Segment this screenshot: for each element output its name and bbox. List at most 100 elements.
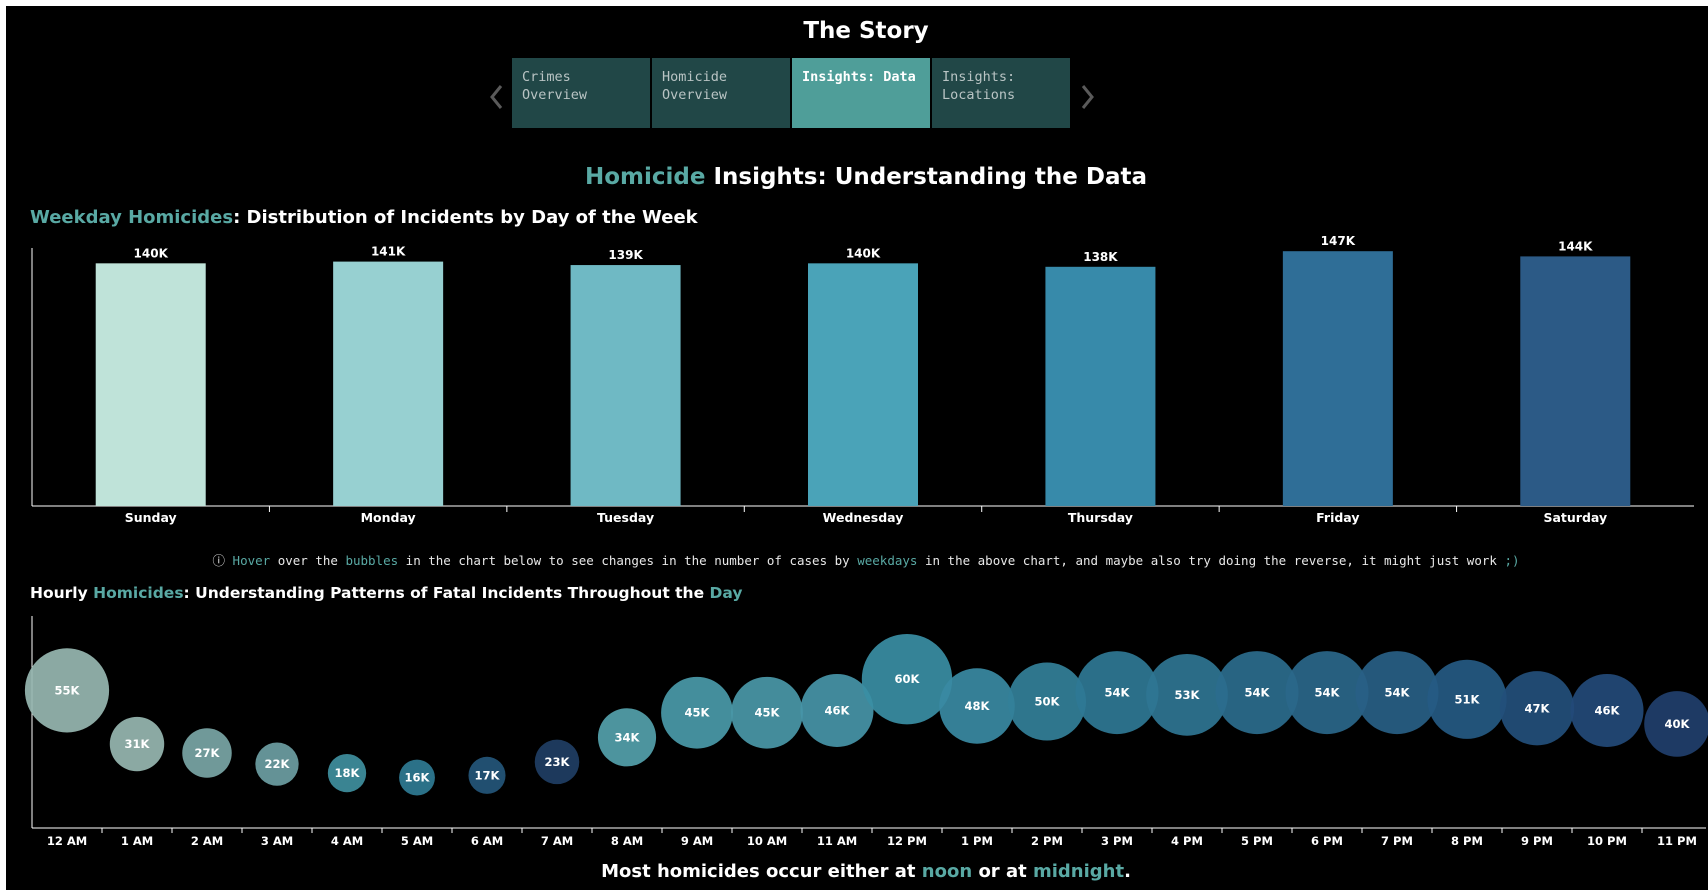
hour-bubble[interactable] <box>1075 651 1159 735</box>
hour-bubble[interactable] <box>661 676 733 749</box>
tab-crimes-overview[interactable]: Crimes Overview <box>512 58 650 128</box>
hour-bubble-label: 46K <box>1595 703 1621 717</box>
footer-insight: Most homicides occur either at noon or a… <box>6 861 1708 882</box>
weekday-tick-label: Tuesday <box>597 510 654 525</box>
hour-tick-label: 8 PM <box>1451 834 1483 848</box>
hour-bubble-label: 60K <box>895 672 921 686</box>
info-icon: ⓘ <box>212 553 226 568</box>
footer-noon: noon <box>921 861 973 882</box>
hour-bubble-label: 54K <box>1245 686 1271 700</box>
weekday-bar-value-label: 140K <box>846 246 881 260</box>
hour-bubble[interactable] <box>399 759 435 796</box>
hour-bubble[interactable] <box>800 673 874 748</box>
hour-tick-label: 4 AM <box>331 834 363 848</box>
hourly-title-2: : Understanding Patterns of Fatal Incide… <box>183 584 710 602</box>
weekday-bar-value-label: 140K <box>134 246 169 260</box>
hour-tick-label: 9 AM <box>681 834 713 848</box>
hour-tick-label: 3 PM <box>1101 834 1133 848</box>
hour-bubble[interactable] <box>534 739 580 785</box>
tab-insights-data[interactable]: Insights: Data <box>792 58 930 128</box>
hour-tick-label: 12 AM <box>47 834 87 848</box>
hour-bubble[interactable] <box>1499 671 1575 746</box>
hour-bubble-label: 22K <box>265 757 291 771</box>
page-title-accent: Homicide <box>584 164 706 190</box>
hour-bubble[interactable] <box>1285 651 1369 735</box>
hint-text-2: in the chart below to see changes in the… <box>398 553 858 568</box>
hour-bubble[interactable] <box>255 742 299 786</box>
weekday-title-accent: Weekday Homicides <box>30 207 234 228</box>
hour-bubble[interactable] <box>1644 691 1708 757</box>
hour-bubble-label: 51K <box>1455 692 1481 706</box>
weekday-bar[interactable] <box>1520 256 1631 506</box>
page-title-rest: Insights: Understanding the Data <box>705 164 1148 190</box>
weekday-bar-value-label: 147K <box>1321 234 1356 248</box>
hour-tick-label: 5 AM <box>401 834 433 848</box>
weekday-bar[interactable] <box>1282 251 1393 506</box>
hour-bubble-label: 50K <box>1035 695 1061 709</box>
next-arrow-icon[interactable] <box>1077 82 1097 112</box>
hint-bubbles: bubbles <box>345 553 399 568</box>
hour-bubble-label: 34K <box>615 730 641 744</box>
hourly-title-day: Day <box>709 584 743 602</box>
hover-hint: ⓘ Hover over the bubbles in the chart be… <box>6 550 1708 569</box>
hour-bubble-label: 17K <box>475 768 501 782</box>
hour-tick-label: 3 AM <box>261 834 293 848</box>
hour-bubble[interactable] <box>1215 651 1299 735</box>
hour-tick-label: 12 PM <box>887 834 927 848</box>
hour-tick-label: 10 PM <box>1587 834 1627 848</box>
hour-bubble-label: 23K <box>545 755 571 769</box>
hourly-title-1: Hourly <box>30 584 94 602</box>
hour-bubble[interactable] <box>1146 653 1228 736</box>
weekday-bar-value-label: 138K <box>1083 250 1118 264</box>
hour-tick-label: 1 AM <box>121 834 153 848</box>
weekday-bar[interactable] <box>333 261 444 506</box>
weekday-bar[interactable] <box>1045 266 1156 506</box>
weekday-tick-label: Wednesday <box>823 510 904 525</box>
hour-tick-label: 11 PM <box>1657 834 1697 848</box>
hour-bubble-label: 54K <box>1385 686 1411 700</box>
hour-tick-label: 6 AM <box>471 834 503 848</box>
hour-bubble-label: 18K <box>335 766 361 780</box>
footer-text-1: Most homicides occur either at <box>601 861 922 882</box>
hour-bubble-label: 55K <box>55 683 81 697</box>
hour-bubble-label: 46K <box>825 703 851 717</box>
weekday-bar[interactable] <box>95 263 206 506</box>
hour-bubble[interactable] <box>182 728 232 778</box>
hour-bubble[interactable] <box>109 716 165 772</box>
hour-tick-label: 2 PM <box>1031 834 1063 848</box>
hour-bubble-label: 47K <box>1525 701 1551 715</box>
weekday-bar-value-label: 141K <box>371 245 406 259</box>
hour-tick-label: 4 PM <box>1171 834 1203 848</box>
hint-wink: ;) <box>1504 553 1520 568</box>
hour-bubble[interactable] <box>939 668 1015 744</box>
hour-bubble[interactable] <box>468 756 506 794</box>
hour-bubble-label: 27K <box>195 746 221 760</box>
footer-text-3: . <box>1124 861 1131 882</box>
weekday-bar[interactable] <box>570 265 681 506</box>
hour-bubble[interactable] <box>327 753 367 793</box>
hour-tick-label: 9 PM <box>1521 834 1553 848</box>
hour-tick-label: 8 AM <box>611 834 643 848</box>
tab-homicide-overview[interactable]: Homicide Overview <box>652 58 790 128</box>
footer-midnight: midnight <box>1032 861 1125 882</box>
hourly-bubble-chart: 55K 12 AM 31K 1 AM 27K 2 AM 22K 3 AM 18K 4 AM 16K 5… <box>24 616 1708 848</box>
hour-tick-label: 6 PM <box>1311 834 1343 848</box>
weekday-tick-label: Sunday <box>125 510 177 525</box>
previous-arrow-icon[interactable] <box>487 82 507 112</box>
hour-tick-label: 1 PM <box>961 834 993 848</box>
story-title: The Story <box>803 18 929 44</box>
hour-bubble[interactable] <box>731 676 803 749</box>
weekday-bar[interactable] <box>808 263 918 506</box>
hour-bubble[interactable] <box>861 633 953 725</box>
hour-bubble[interactable] <box>1355 651 1439 735</box>
hour-bubble[interactable] <box>24 648 110 733</box>
hour-tick-label: 5 PM <box>1241 834 1273 848</box>
hour-bubble[interactable] <box>1427 659 1507 739</box>
weekday-title-rest: : Distribution of Incidents by Day of th… <box>233 207 698 228</box>
hour-tick-label: 11 AM <box>817 834 857 848</box>
hour-bubble[interactable] <box>597 708 657 767</box>
hour-bubble[interactable] <box>1008 662 1086 741</box>
weekday-tick-label: Saturday <box>1543 510 1607 525</box>
tab-insights-locations[interactable]: Insights: Locations <box>932 58 1070 128</box>
hour-bubble[interactable] <box>1570 673 1644 748</box>
